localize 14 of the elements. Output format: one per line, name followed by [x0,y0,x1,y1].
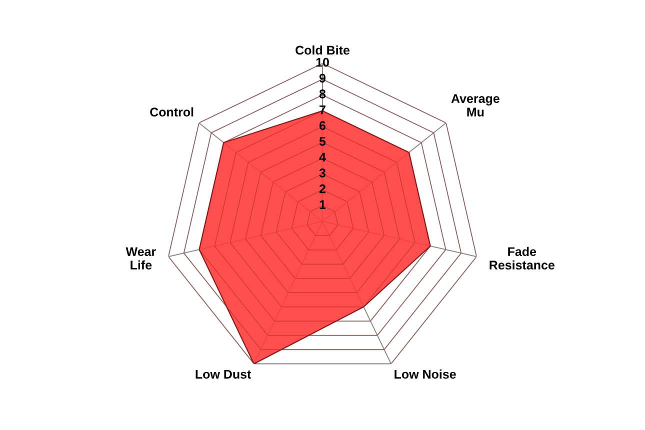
y-tick-label: 5 [319,137,326,146]
y-tick-label: 10 [316,58,329,67]
y-tick-label: 2 [319,184,326,194]
spoke-label: Cold Bite [296,45,350,55]
spoke-label: Low Noise [394,370,456,379]
spoke-label: Low Dust [196,370,252,379]
y-tick-label: 3 [319,168,326,178]
y-tick-label: 4 [319,152,326,162]
spoke-label: Average Mu [451,94,500,117]
y-tick-label: 1 [320,200,326,209]
y-tick-label: 6 [319,121,326,130]
spoke-label: Fade Resistance [490,246,554,270]
spoke-label: Wear Life [126,247,156,270]
spoke-label: Control [150,107,194,117]
